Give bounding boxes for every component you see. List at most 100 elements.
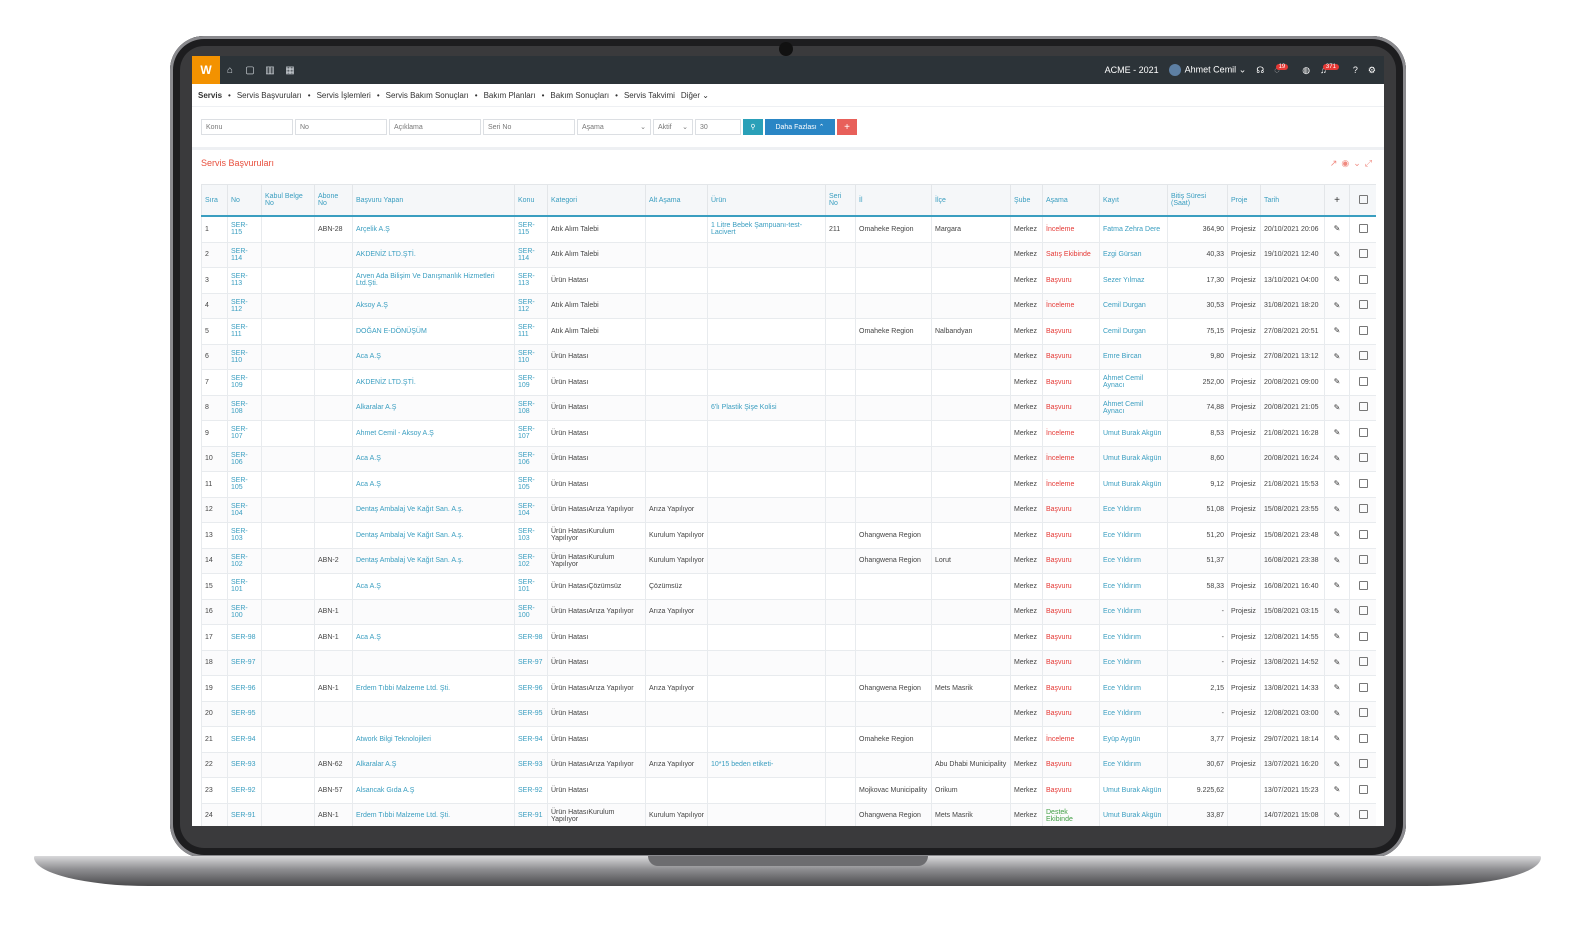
table-cell[interactable] (707, 726, 826, 753)
table-cell[interactable]: Ahmet Cemil Aynacı (1099, 369, 1168, 396)
row-checkbox[interactable] (1349, 573, 1376, 600)
table-cell[interactable]: SER-94 (227, 726, 262, 753)
row-checkbox[interactable] (1349, 726, 1376, 753)
edit-button[interactable]: ✎ (1324, 598, 1350, 625)
table-cell[interactable]: SER-102 (514, 547, 548, 574)
row-checkbox[interactable] (1349, 675, 1376, 702)
table-cell[interactable]: Umut Burak Akgün (1099, 445, 1168, 472)
row-checkbox[interactable] (1349, 471, 1376, 498)
table-cell[interactable] (707, 343, 826, 370)
table-row[interactable]: 24 SER-91 ABN-1 Erdem Tıbbi Malzeme Ltd. Şt… (201, 802, 1376, 826)
table-cell[interactable]: SER-92 (514, 777, 548, 804)
edit-button[interactable]: ✎ (1324, 343, 1350, 370)
table-cell[interactable]: SER-103 (514, 522, 548, 549)
table-cell[interactable] (707, 420, 826, 447)
table-cell[interactable]: SER-93 (514, 751, 548, 778)
column-header[interactable]: Seri No (825, 184, 856, 217)
row-checkbox[interactable] (1349, 649, 1376, 676)
table-cell[interactable]: SER-93 (227, 751, 262, 778)
table-cell[interactable] (707, 547, 826, 574)
column-header[interactable]: Ürün (707, 184, 826, 217)
row-checkbox[interactable] (1349, 547, 1376, 574)
edit-button[interactable]: ✎ (1324, 751, 1350, 778)
table-cell[interactable] (352, 649, 515, 676)
row-checkbox[interactable] (1349, 496, 1376, 523)
expand-icon[interactable]: ⤢ (1364, 158, 1376, 168)
table-row[interactable]: 1 SER-115 ABN-28 Arçelik A.Ş SER-115 Atık Alı… (201, 215, 1376, 243)
table-cell[interactable]: SER-113 (227, 267, 262, 294)
edit-button[interactable]: ✎ (1324, 420, 1350, 447)
table-cell[interactable]: Alkaralar A.Ş (352, 751, 515, 778)
row-checkbox[interactable] (1349, 241, 1376, 268)
table-cell[interactable] (707, 267, 826, 294)
table-cell[interactable]: Ece Yıldırım (1099, 547, 1168, 574)
row-checkbox[interactable] (1349, 292, 1376, 319)
column-header[interactable]: Sıra (201, 184, 228, 217)
table-cell[interactable]: SER-107 (227, 420, 262, 447)
table-cell[interactable]: SER-94 (514, 726, 548, 753)
table-row[interactable]: 15 SER-101 Aca A.Ş SER-101 Ürün HatasıÇözüms… (201, 573, 1376, 600)
table-cell[interactable]: Cemil Durgan (1099, 318, 1168, 345)
table-cell[interactable] (707, 292, 826, 319)
table-cell[interactable]: SER-106 (227, 445, 262, 472)
table-cell[interactable]: SER-108 (514, 394, 548, 421)
table-cell[interactable]: Arven Ada Bilişim Ve Danışmanlık Hizmetl… (352, 267, 515, 294)
gear-icon[interactable]: ⚙ (1367, 64, 1376, 75)
table-row[interactable]: 16 SER-100 ABN-1 SER-100 Ürün HatasıArıza Ya… (201, 598, 1376, 625)
table-cell[interactable]: Aca A.Ş (352, 573, 515, 600)
table-cell[interactable]: SER-110 (227, 343, 262, 370)
table-cell[interactable]: AKDENİZ LTD.ŞTİ. (352, 241, 515, 268)
edit-button[interactable]: ✎ (1324, 241, 1350, 268)
table-cell[interactable]: 10*15 beden etiketi- (707, 751, 826, 778)
row-checkbox[interactable] (1349, 420, 1376, 447)
message-icon[interactable]: ◍ (1302, 64, 1311, 75)
table-row[interactable]: 18 SER-97 SER-97 Ürün Hatası Merkez Başvuru Ec… (201, 649, 1376, 676)
table-cell[interactable]: Ahmet Cemil Aynacı (1099, 394, 1168, 421)
table-cell[interactable]: AKDENİZ LTD.ŞTİ. (352, 369, 515, 396)
app-logo[interactable]: W (192, 56, 220, 84)
table-cell[interactable]: Umut Burak Akgün (1099, 471, 1168, 498)
table-cell[interactable]: Ece Yıldırım (1099, 522, 1168, 549)
table-cell[interactable]: Umut Burak Akgün (1099, 420, 1168, 447)
edit-button[interactable]: ✎ (1324, 215, 1350, 243)
table-cell[interactable]: Cemil Durgan (1099, 292, 1168, 319)
add-button[interactable]: + (837, 119, 857, 135)
table-cell[interactable]: Ece Yıldırım (1099, 573, 1168, 600)
table-cell[interactable] (707, 802, 826, 826)
table-cell[interactable]: SER-102 (227, 547, 262, 574)
row-checkbox[interactable] (1349, 215, 1376, 243)
table-cell[interactable]: SER-97 (227, 649, 262, 676)
edit-button[interactable]: ✎ (1324, 471, 1350, 498)
edit-button[interactable]: ✎ (1324, 777, 1350, 804)
table-cell[interactable]: 6'lı Plastik Şişe Kolisi (707, 394, 826, 421)
table-cell[interactable]: Umut Burak Akgün (1099, 802, 1168, 826)
table-cell[interactable] (707, 445, 826, 472)
table-row[interactable]: 13 SER-103 Dentaş Ambalaj Ve Kağıt San. A.… (201, 522, 1376, 549)
table-cell[interactable]: SER-109 (227, 369, 262, 396)
table-cell[interactable]: SER-115 (227, 215, 262, 243)
table-cell[interactable] (352, 700, 515, 727)
table-cell[interactable]: Ece Yıldırım (1099, 675, 1168, 702)
table-cell[interactable]: SER-98 (514, 624, 548, 651)
table-row[interactable]: 19 SER-96 ABN-1 Erdem Tıbbi Malzeme Ltd. Şt… (201, 675, 1376, 702)
table-row[interactable]: 14 SER-102 ABN-2 Dentaş Ambalaj Ve Kağıt Sa… (201, 547, 1376, 574)
column-header[interactable]: No (227, 184, 262, 217)
table-cell[interactable]: Ece Yıldırım (1099, 598, 1168, 625)
table-row[interactable]: 5 SER-111 DOĞAN E-DÖNÜŞÜM SER-111 Atık Alım … (201, 318, 1376, 345)
column-header[interactable]: Aşama (1042, 184, 1100, 217)
edit-button[interactable]: ✎ (1324, 292, 1350, 319)
edit-button[interactable]: ✎ (1324, 675, 1350, 702)
chat-icon[interactable]: ◌19 (1274, 64, 1292, 75)
column-header[interactable]: Kategori (547, 184, 646, 217)
page-size-input[interactable]: 30 (695, 119, 741, 135)
table-cell[interactable]: 1 Litre Bebek Şampuanı-test-Lacivert (707, 215, 826, 243)
aciklama-input[interactable]: Açıklama (389, 119, 481, 135)
edit-button[interactable]: ✎ (1324, 573, 1350, 600)
headset-icon[interactable]: ☊ (1256, 64, 1265, 75)
row-checkbox[interactable] (1349, 343, 1376, 370)
edit-button[interactable]: ✎ (1324, 547, 1350, 574)
calendar-icon[interactable]: ▦ (285, 64, 295, 76)
edit-button[interactable]: ✎ (1324, 649, 1350, 676)
table-row[interactable]: 20 SER-95 SER-95 Ürün Hatası Merkez Başvuru Ec… (201, 700, 1376, 727)
table-cell[interactable]: SER-110 (514, 343, 548, 370)
